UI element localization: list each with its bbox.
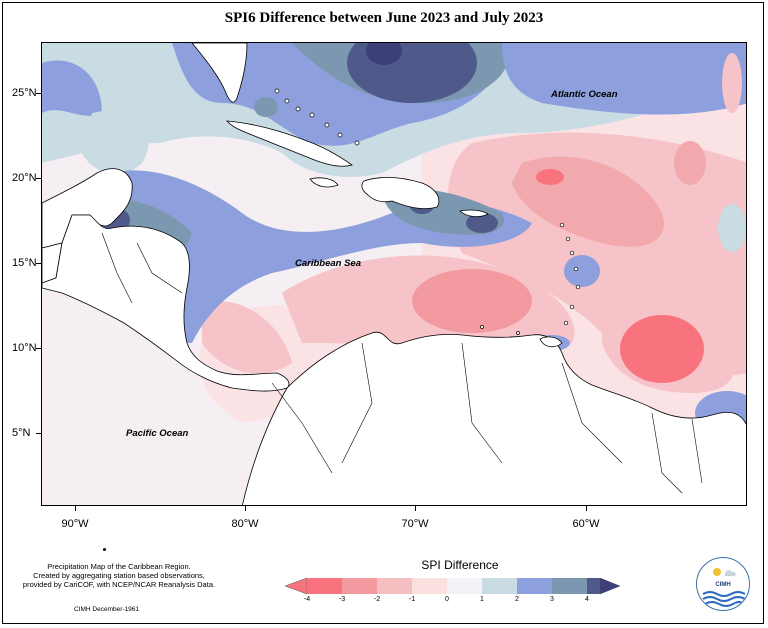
lon-label-90: 90°W (61, 518, 89, 530)
cimh-logo-graphic (702, 568, 746, 607)
atlantic-ocean-label: Atlantic Ocean (551, 89, 618, 100)
legend-tick-m4: -4 (303, 596, 311, 603)
footnote: Precipitation Map of the Caribbean Regio… (14, 562, 224, 589)
contour-gulf-lightblue (82, 111, 149, 174)
legend-title: SPI Difference (421, 558, 499, 572)
legend-tick-1: 1 (480, 596, 484, 603)
legend-tick-m3: -3 (338, 596, 346, 603)
legend-tick-m1: -1 (408, 596, 416, 603)
land-jamaica (309, 177, 339, 188)
lon-tick-80 (245, 506, 246, 511)
marker-dot (103, 548, 106, 551)
country-borders (101, 232, 703, 494)
contour-ne-blue (502, 43, 746, 115)
lat-tick-25 (36, 93, 41, 94)
land-hispaniola (361, 177, 440, 209)
lon-label-70: 70°W (401, 518, 429, 530)
lon-tick-90 (75, 506, 76, 511)
land-trinidad (539, 336, 563, 348)
land-south-america (242, 331, 746, 505)
map-title: SPI6 Difference between June 2023 and Ju… (224, 10, 544, 26)
credit-text: CIMH December-1961 (74, 606, 140, 613)
lat-label-25: 25°N (12, 87, 37, 99)
legend-tick-0: 0 (445, 596, 449, 603)
contour-pink-spot (674, 141, 706, 185)
contour-north-darkest (366, 43, 402, 65)
lat-label-15: 15°N (12, 257, 37, 269)
contour-gulf-blue (42, 60, 102, 116)
contour-florida-steel (254, 97, 278, 117)
land-masses (42, 43, 746, 505)
legend-tick-3: 3 (550, 596, 554, 603)
footnote-line-2: Created by aggregating station based obs… (33, 571, 205, 580)
land-puerto-rico (459, 209, 489, 218)
lat-tick-10 (36, 348, 41, 349)
contour-red-spot-1 (536, 169, 564, 185)
contour-sw-pink (202, 301, 292, 374)
land-florida (191, 43, 248, 103)
footnote-line-1: Precipitation Map of the Caribbean Regio… (47, 562, 191, 571)
small-islands (274, 88, 581, 335)
legend-tick-4: 4 (585, 596, 589, 603)
contour-leeward-blue (564, 255, 600, 287)
lon-tick-60 (586, 506, 587, 511)
contour-east-pink (722, 53, 742, 113)
caribbean-sea-label: Caribbean Sea (295, 258, 361, 269)
pacific-ocean-label: Pacific Ocean (126, 428, 189, 439)
lat-label-10: 10°N (12, 342, 37, 354)
cimh-logo-text: CIMH (715, 582, 731, 588)
lat-label-20: 20°N (12, 172, 37, 184)
lon-label-80: 80°W (231, 518, 259, 530)
contour-east-lightblue (718, 204, 746, 252)
legend-tick-m2: -2 (373, 596, 381, 603)
footnote-line-3: provided by CariCOF, with NCEP/NCAR Rean… (22, 580, 216, 589)
contour-pr-dark (466, 213, 498, 233)
contour-se-red (620, 315, 704, 383)
land-cuba (226, 120, 353, 167)
legend-tick-2: 2 (515, 596, 519, 603)
spi-contour-map (42, 43, 746, 505)
contour-central-red (412, 269, 532, 333)
lat-tick-15 (36, 263, 41, 264)
lon-label-60: 60°W (572, 518, 600, 530)
land-central-america (42, 214, 290, 392)
lat-tick-20 (36, 178, 41, 179)
lon-tick-70 (415, 506, 416, 511)
cimh-logo: CIMH (696, 557, 750, 611)
map-panel (41, 42, 747, 506)
legend-colorbar (285, 577, 620, 595)
lat-tick-5 (36, 433, 41, 434)
lat-label-5: 5°N (12, 427, 31, 439)
